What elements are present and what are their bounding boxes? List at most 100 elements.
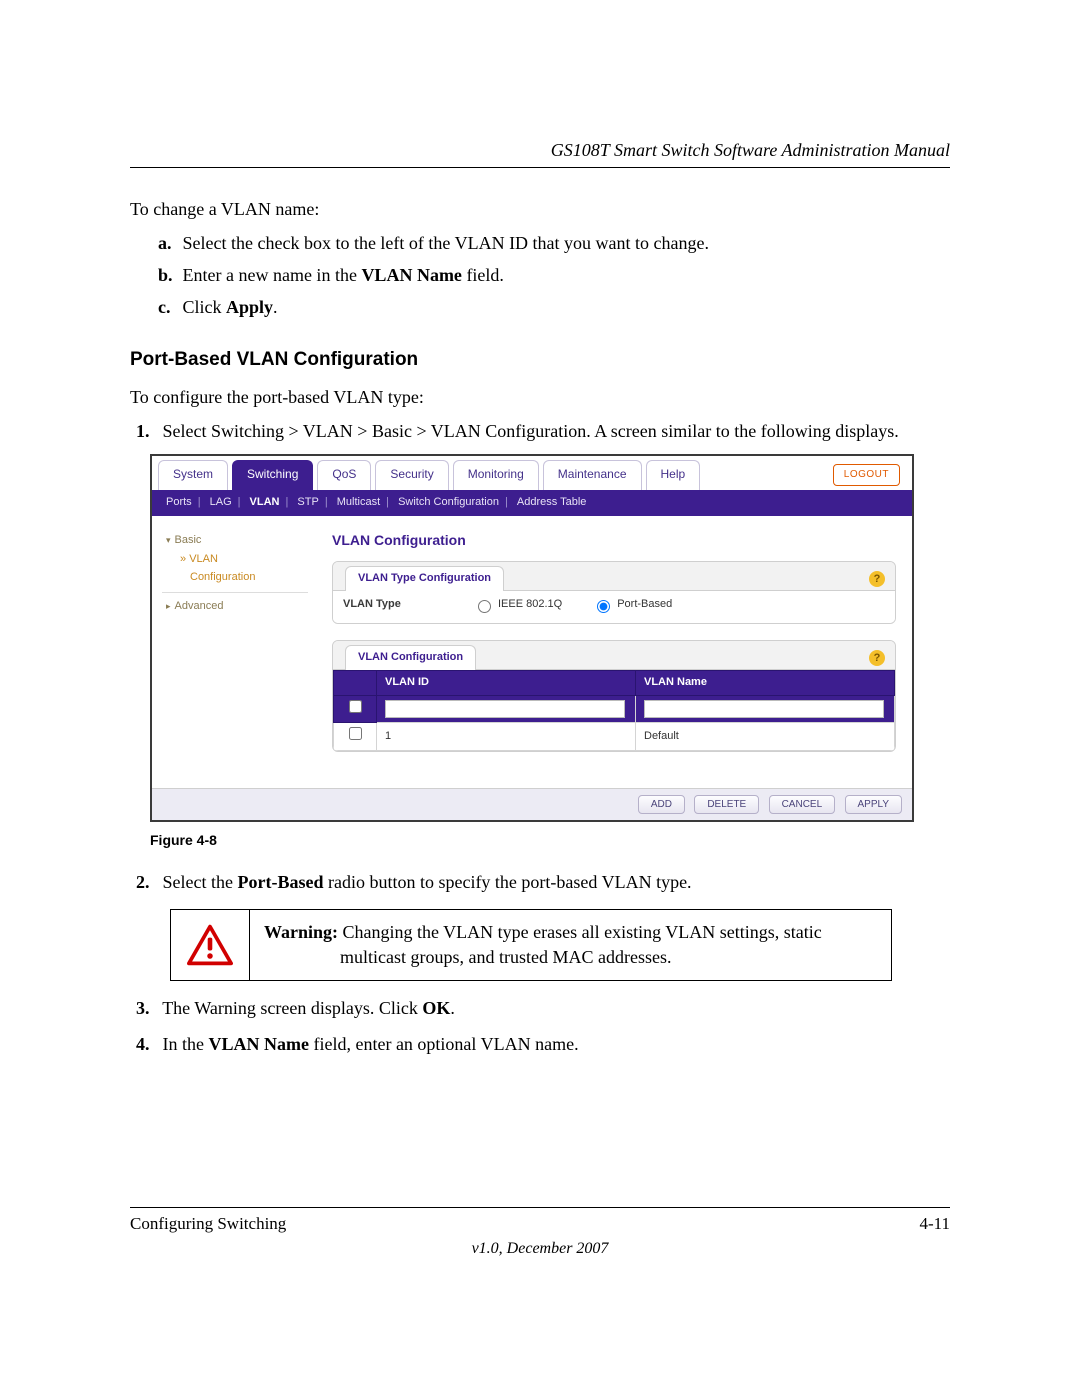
vlan-table-col-id: VLAN ID bbox=[377, 670, 636, 695]
vlan-type-panel: VLAN Type Configuration ? VLAN Type IEEE… bbox=[332, 561, 896, 624]
vlan-row-checkbox[interactable] bbox=[349, 700, 362, 713]
subtab-multicast[interactable]: Multicast bbox=[337, 496, 380, 508]
step-4-suffix: field, enter an optional VLAN name. bbox=[309, 1034, 579, 1054]
step-4-bold: VLAN Name bbox=[208, 1034, 309, 1054]
step-3: 3. The Warning screen displays. Click OK… bbox=[130, 995, 950, 1021]
vlan-row-id: 1 bbox=[377, 723, 636, 751]
tab-qos[interactable]: QoS bbox=[317, 460, 371, 489]
step-2-prefix: Select the bbox=[163, 872, 238, 892]
step-b-bold: VLAN Name bbox=[361, 265, 462, 285]
radio-portbased-label: Port-Based bbox=[617, 597, 672, 613]
step-2-bold: Port-Based bbox=[237, 872, 323, 892]
subtab-vlan[interactable]: VLAN bbox=[250, 496, 280, 508]
apply-button[interactable]: APPLY bbox=[845, 795, 903, 814]
step-3-marker: 3. bbox=[136, 995, 158, 1021]
panel-title: VLAN Configuration bbox=[332, 530, 896, 550]
delete-button[interactable]: DELETE bbox=[694, 795, 759, 814]
step-2: 2. Select the Port-Based radio button to… bbox=[130, 869, 950, 895]
warning-line2: multicast groups, and trusted MAC addres… bbox=[340, 945, 671, 970]
sidebar-item-advanced[interactable]: ▸Advanced bbox=[166, 599, 312, 615]
chevron-down-icon: ▾ bbox=[166, 535, 171, 545]
table-row bbox=[334, 695, 895, 723]
step-a-marker: a. bbox=[158, 230, 178, 256]
warning-label: Warning: bbox=[264, 922, 338, 942]
sidebar: ▾Basic » VLAN Configuration ▸Advanced bbox=[152, 516, 316, 788]
tab-security[interactable]: Security bbox=[375, 460, 448, 489]
footer-version: v1.0, December 2007 bbox=[130, 1240, 950, 1258]
step-3-suffix: . bbox=[450, 998, 455, 1018]
sub-tabs: Ports| LAG| VLAN| STP| Multicast| Switch… bbox=[152, 490, 912, 517]
step-b: b. Enter a new name in the VLAN Name fie… bbox=[130, 262, 950, 288]
tab-help[interactable]: Help bbox=[646, 460, 701, 489]
vlan-config-panel: VLAN Configuration ? VLAN ID VLAN Name bbox=[332, 640, 896, 753]
step-b-prefix: Enter a new name in the bbox=[183, 265, 362, 285]
vlan-id-field[interactable] bbox=[385, 700, 625, 718]
section-lead: To configure the port-based VLAN type: bbox=[130, 384, 950, 410]
radio-ieee8021q[interactable]: IEEE 802.1Q bbox=[473, 597, 562, 613]
sidebar-item-vlan-configuration[interactable]: Configuration bbox=[190, 570, 312, 586]
subtab-stp[interactable]: STP bbox=[297, 496, 318, 508]
sidebar-item-vlan[interactable]: » VLAN bbox=[180, 552, 312, 568]
step-a-text: Select the check box to the left of the … bbox=[183, 233, 710, 253]
subtab-ports[interactable]: Ports bbox=[166, 496, 192, 508]
tab-switching[interactable]: Switching bbox=[232, 460, 313, 489]
vlan-table: VLAN ID VLAN Name bbox=[333, 670, 895, 752]
step-4-marker: 4. bbox=[136, 1031, 158, 1057]
vlan-config-panel-head: VLAN Configuration bbox=[345, 645, 476, 670]
step-c: c. Click Apply. bbox=[130, 294, 950, 320]
tab-maintenance[interactable]: Maintenance bbox=[543, 460, 642, 489]
chevron-right-icon: ▸ bbox=[166, 601, 171, 611]
tab-monitoring[interactable]: Monitoring bbox=[453, 460, 539, 489]
step-b-marker: b. bbox=[158, 262, 178, 288]
warning-icon bbox=[187, 924, 233, 966]
subtab-lag[interactable]: LAG bbox=[210, 496, 232, 508]
step-b-suffix: field. bbox=[462, 265, 504, 285]
step-a: a. Select the check box to the left of t… bbox=[130, 230, 950, 256]
step-c-suffix: . bbox=[273, 297, 278, 317]
radio-portbased[interactable]: Port-Based bbox=[592, 597, 672, 613]
step-1-marker: 1. bbox=[136, 418, 158, 444]
step-c-marker: c. bbox=[158, 294, 178, 320]
sidebar-divider bbox=[162, 592, 308, 593]
warning-text: Warning: Changing the VLAN type erases a… bbox=[249, 910, 891, 980]
radio-portbased-input[interactable] bbox=[597, 600, 610, 613]
warning-box: Warning: Changing the VLAN type erases a… bbox=[170, 909, 892, 981]
help-icon[interactable]: ? bbox=[869, 650, 885, 666]
intro-line: To change a VLAN name: bbox=[130, 196, 950, 222]
step-3-bold: OK bbox=[422, 998, 450, 1018]
subtab-addresstable[interactable]: Address Table bbox=[517, 496, 587, 508]
cancel-button[interactable]: CANCEL bbox=[769, 795, 836, 814]
help-icon[interactable]: ? bbox=[869, 571, 885, 587]
vlan-row-checkbox[interactable] bbox=[349, 727, 362, 740]
radio-ieee8021q-input[interactable] bbox=[478, 600, 491, 613]
figure-caption: Figure 4-8 bbox=[150, 830, 950, 850]
doc-header-title: GS108T Smart Switch Software Administrat… bbox=[130, 140, 950, 168]
add-button[interactable]: ADD bbox=[638, 795, 685, 814]
step-c-prefix: Click bbox=[183, 297, 227, 317]
step-2-suffix: radio button to specify the port-based V… bbox=[323, 872, 691, 892]
button-bar: ADD DELETE CANCEL APPLY bbox=[152, 788, 912, 820]
step-1-text: Select Switching > VLAN > Basic > VLAN C… bbox=[163, 421, 899, 441]
vlan-config-screenshot: System Switching QoS Security Monitoring… bbox=[150, 454, 914, 822]
sidebar-item-basic[interactable]: ▾Basic bbox=[166, 533, 312, 549]
main-tabs: System Switching QoS Security Monitoring… bbox=[152, 456, 912, 489]
step-3-prefix: The Warning screen displays. Click bbox=[162, 998, 422, 1018]
vlan-table-checkhead bbox=[334, 670, 377, 695]
tab-system[interactable]: System bbox=[158, 460, 228, 489]
vlan-table-col-name: VLAN Name bbox=[636, 670, 895, 695]
vlan-name-field[interactable] bbox=[644, 700, 884, 718]
footer-right: 4-11 bbox=[919, 1214, 950, 1234]
footer-left: Configuring Switching bbox=[130, 1214, 286, 1234]
logout-button[interactable]: LOGOUT bbox=[833, 464, 900, 487]
step-c-bold: Apply bbox=[226, 297, 273, 317]
step-4: 4. In the VLAN Name field, enter an opti… bbox=[130, 1031, 950, 1057]
warning-line1: Changing the VLAN type erases all existi… bbox=[338, 922, 822, 942]
step-1: 1. Select Switching > VLAN > Basic > VLA… bbox=[130, 418, 950, 444]
vlan-type-label: VLAN Type bbox=[343, 597, 443, 613]
subtab-switchconfig[interactable]: Switch Configuration bbox=[398, 496, 499, 508]
step-4-prefix: In the bbox=[163, 1034, 209, 1054]
radio-ieee8021q-label: IEEE 802.1Q bbox=[498, 597, 562, 613]
vlan-row-name: Default bbox=[636, 723, 895, 751]
vlan-type-panel-head: VLAN Type Configuration bbox=[345, 566, 504, 591]
section-heading: Port-Based VLAN Configuration bbox=[130, 346, 950, 374]
